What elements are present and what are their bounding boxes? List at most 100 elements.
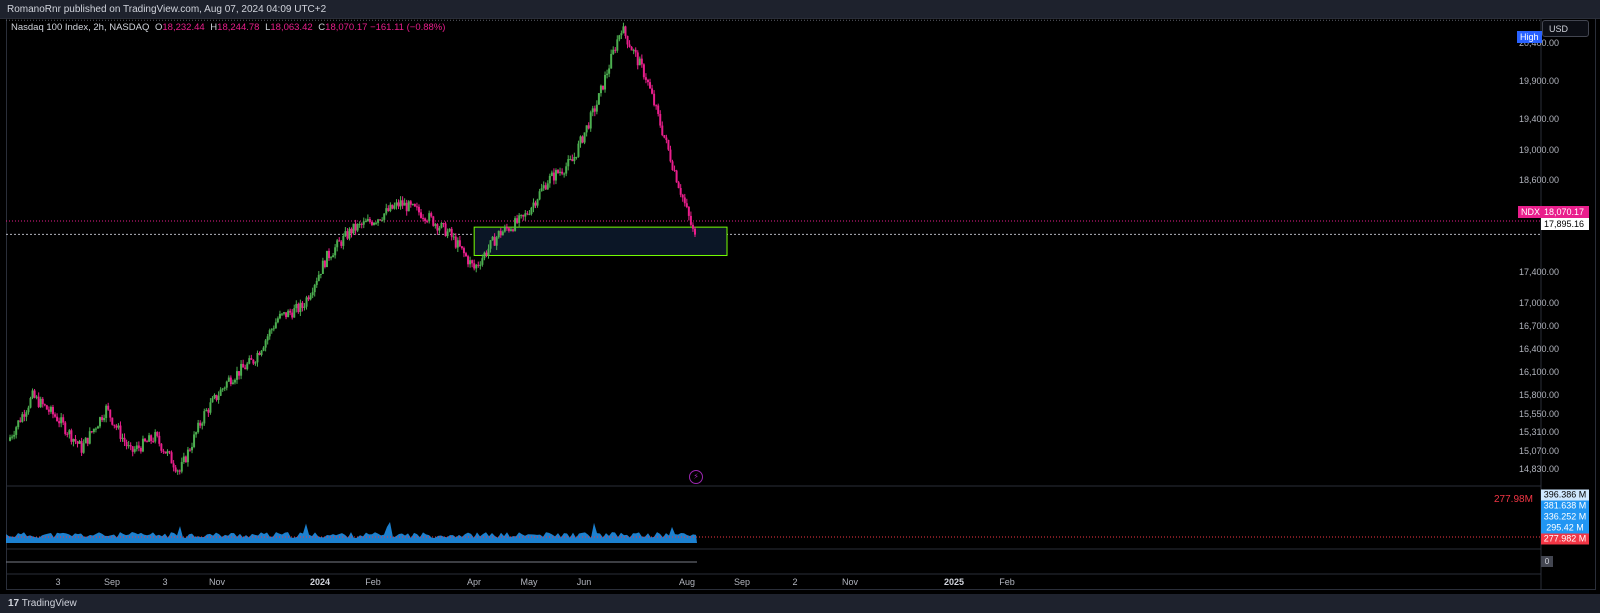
candle bbox=[601, 85, 604, 90]
candle bbox=[520, 214, 523, 216]
time-axis-label: 2024 bbox=[309, 577, 331, 587]
candle bbox=[295, 303, 298, 309]
candle bbox=[188, 449, 191, 451]
candle bbox=[193, 434, 196, 447]
candle bbox=[217, 395, 220, 400]
candle bbox=[184, 456, 187, 463]
candle bbox=[675, 170, 678, 183]
candle bbox=[139, 447, 142, 452]
candle bbox=[438, 227, 441, 231]
candle bbox=[152, 440, 155, 442]
candle bbox=[11, 436, 14, 438]
candle bbox=[213, 394, 216, 399]
candle bbox=[624, 26, 627, 36]
candle bbox=[632, 49, 635, 51]
candle bbox=[377, 219, 380, 223]
candle bbox=[540, 188, 543, 192]
candle bbox=[444, 223, 447, 237]
candle bbox=[88, 431, 91, 444]
currency-button[interactable]: USD bbox=[1542, 20, 1589, 37]
lightning-icon[interactable]: ⚡ bbox=[689, 470, 703, 484]
candle bbox=[303, 306, 306, 308]
time-axis-label: Nov bbox=[208, 577, 226, 587]
candle bbox=[280, 313, 283, 315]
candle bbox=[548, 175, 551, 184]
candle bbox=[229, 377, 232, 385]
scroll-badge[interactable]: 0 bbox=[1541, 556, 1553, 567]
low-value: 18,063.42 bbox=[270, 22, 313, 33]
volume-axis-tag: 396.386 M bbox=[1541, 489, 1589, 501]
candle bbox=[90, 431, 93, 433]
candle bbox=[17, 420, 20, 428]
candle bbox=[524, 213, 527, 217]
candle bbox=[685, 203, 688, 208]
candle bbox=[76, 441, 79, 444]
candle bbox=[415, 206, 418, 208]
time-axis-label: Apr bbox=[466, 577, 482, 587]
close-value: 18,070.17 bbox=[325, 22, 368, 33]
candle bbox=[569, 159, 572, 161]
candle bbox=[405, 202, 408, 212]
candle bbox=[37, 396, 40, 407]
time-axis-label: Jun bbox=[576, 577, 592, 587]
candle bbox=[191, 446, 194, 451]
candle bbox=[516, 218, 519, 223]
candle bbox=[393, 205, 396, 209]
chart-legend: Nasdaq 100 Index, 2h, NASDAQ O18,232.44 … bbox=[11, 22, 445, 33]
price-axis-label: 15,800.00 bbox=[1519, 389, 1560, 400]
low-label: L bbox=[265, 22, 271, 33]
candle bbox=[426, 220, 429, 222]
candle bbox=[121, 437, 124, 439]
candle bbox=[634, 49, 637, 53]
candle bbox=[554, 170, 557, 181]
candle bbox=[614, 49, 617, 51]
candle bbox=[260, 350, 263, 355]
candle bbox=[146, 441, 149, 443]
candle bbox=[626, 35, 629, 45]
candle bbox=[422, 217, 425, 219]
candle bbox=[683, 197, 686, 204]
candle bbox=[105, 405, 108, 419]
chart-frame[interactable] bbox=[6, 18, 1596, 590]
candle bbox=[197, 422, 200, 433]
candle bbox=[677, 182, 680, 189]
candle bbox=[563, 173, 566, 175]
candle bbox=[379, 219, 382, 221]
candle bbox=[334, 247, 337, 256]
tradingview-brand[interactable]: TradingView bbox=[21, 598, 77, 609]
candle bbox=[31, 390, 34, 399]
candle bbox=[137, 445, 140, 448]
candle bbox=[526, 213, 529, 215]
candle bbox=[593, 108, 596, 112]
candle bbox=[272, 328, 275, 330]
candle bbox=[313, 284, 316, 293]
candle bbox=[681, 194, 684, 198]
candle bbox=[289, 310, 292, 313]
candle bbox=[236, 371, 238, 380]
candle bbox=[651, 88, 654, 94]
candle bbox=[51, 406, 54, 415]
price-axis-label: 16,700.00 bbox=[1519, 320, 1560, 331]
candle bbox=[465, 253, 467, 257]
candle bbox=[72, 439, 75, 442]
tradingview-logo-icon[interactable]: 17 bbox=[8, 598, 20, 609]
candle bbox=[252, 359, 255, 364]
candle bbox=[454, 236, 457, 248]
candle bbox=[82, 443, 85, 453]
candle bbox=[49, 406, 52, 412]
time-axis-label: Sep bbox=[733, 577, 751, 587]
volume-axis-tag: 381.638 M bbox=[1541, 500, 1589, 512]
candle bbox=[481, 258, 484, 265]
candle bbox=[19, 420, 22, 422]
candle bbox=[221, 388, 224, 390]
candle bbox=[195, 432, 198, 435]
candle bbox=[573, 156, 576, 162]
candle bbox=[630, 46, 633, 51]
candle bbox=[158, 435, 161, 444]
candle bbox=[395, 202, 398, 206]
symbol-name[interactable]: Nasdaq 100 Index, 2h, NASDAQ bbox=[11, 22, 150, 33]
time-axis-label: Feb bbox=[365, 577, 381, 587]
candle bbox=[92, 428, 95, 433]
candle bbox=[618, 35, 621, 40]
